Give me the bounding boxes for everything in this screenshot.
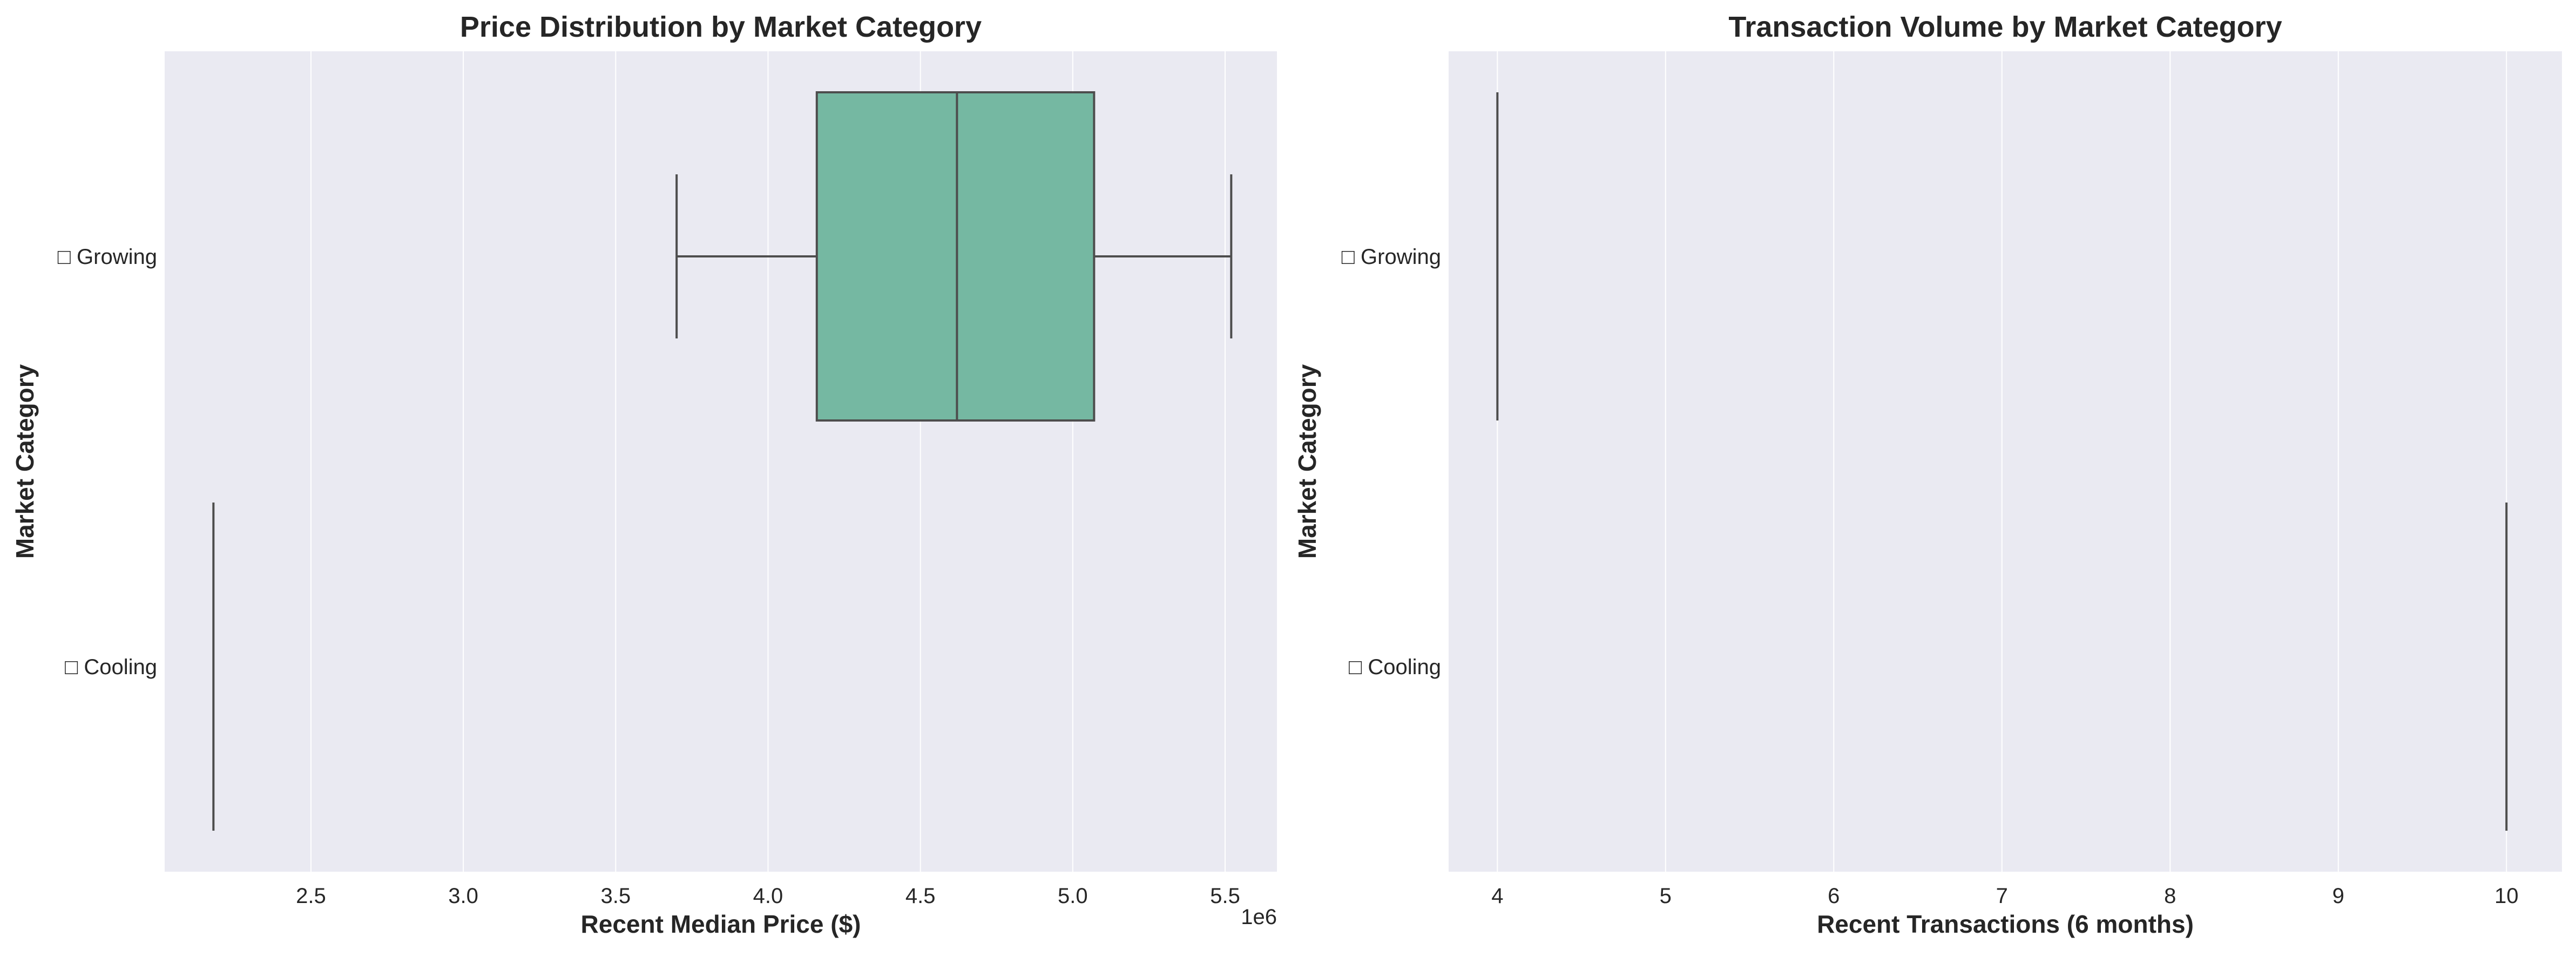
plot-area-transactions [1449, 51, 2562, 872]
x-axis-label-transactions: Recent Transactions (6 months) [1817, 910, 2194, 938]
y-tick-label-price-1: □ Cooling [65, 655, 157, 679]
x-tick-label-price-5: 5.0 [1058, 884, 1088, 908]
plot-area-price [165, 51, 1277, 872]
x-tick-label-price-3: 4.0 [753, 884, 783, 908]
x-tick-label-transactions-6: 10 [2494, 884, 2519, 908]
chart-panel-transactions: 4 5 6 7 8 9 10 □ Growing □ Cooling Transaction … [1293, 11, 2562, 938]
x-tick-label-price-4: 4.5 [905, 884, 936, 908]
x-tick-label-price-2: 3.5 [600, 884, 631, 908]
x-tick-label-transactions-2: 6 [1828, 884, 1840, 908]
x-ticks-transactions: 4 5 6 7 8 9 10 [1491, 884, 2518, 908]
y-ticks-price: □ Growing □ Cooling [58, 245, 157, 679]
iqr-box-price-0 [815, 91, 1096, 422]
x-ticks-price: 2.5 3.0 3.5 4.0 4.5 5.0 5.5 [296, 884, 1240, 908]
x-tick-label-price-0: 2.5 [296, 884, 326, 908]
chart-panel-price: 2.5 3.0 3.5 4.0 4.5 5.0 5.5 □ Growing □ Cooling… [11, 11, 1277, 938]
x-tick-label-price-6: 5.5 [1210, 884, 1240, 908]
boxes-price [212, 91, 1233, 831]
box-price-0 [675, 91, 1233, 422]
x-tick-label-transactions-1: 5 [1660, 884, 1672, 908]
x-tick-label-price-1: 3.0 [448, 884, 478, 908]
y-tick-label-price-0: □ Growing [58, 245, 157, 269]
y-axis-label-price: Market Category [11, 364, 39, 559]
x-tick-label-transactions-5: 9 [2332, 884, 2344, 908]
x-axis-label-price: Recent Median Price ($) [581, 910, 861, 938]
y-tick-label-transactions-1: □ Cooling [1349, 655, 1441, 679]
x-tick-label-transactions-0: 4 [1491, 884, 1503, 908]
chart-title-price: Price Distribution by Market Category [460, 11, 982, 43]
x-tick-label-transactions-3: 7 [1996, 884, 2008, 908]
chart-title-transactions: Transaction Volume by Market Category [1728, 11, 2282, 43]
grid-price [310, 51, 1226, 872]
y-axis-label-transactions: Market Category [1293, 364, 1321, 559]
boxes-transactions [1496, 92, 2508, 831]
x-offset-label-price: 1e6 [1241, 905, 1277, 929]
y-tick-label-transactions-0: □ Growing [1342, 245, 1441, 269]
x-tick-label-transactions-4: 8 [2164, 884, 2176, 908]
y-ticks-transactions: □ Growing □ Cooling [1342, 245, 1441, 679]
